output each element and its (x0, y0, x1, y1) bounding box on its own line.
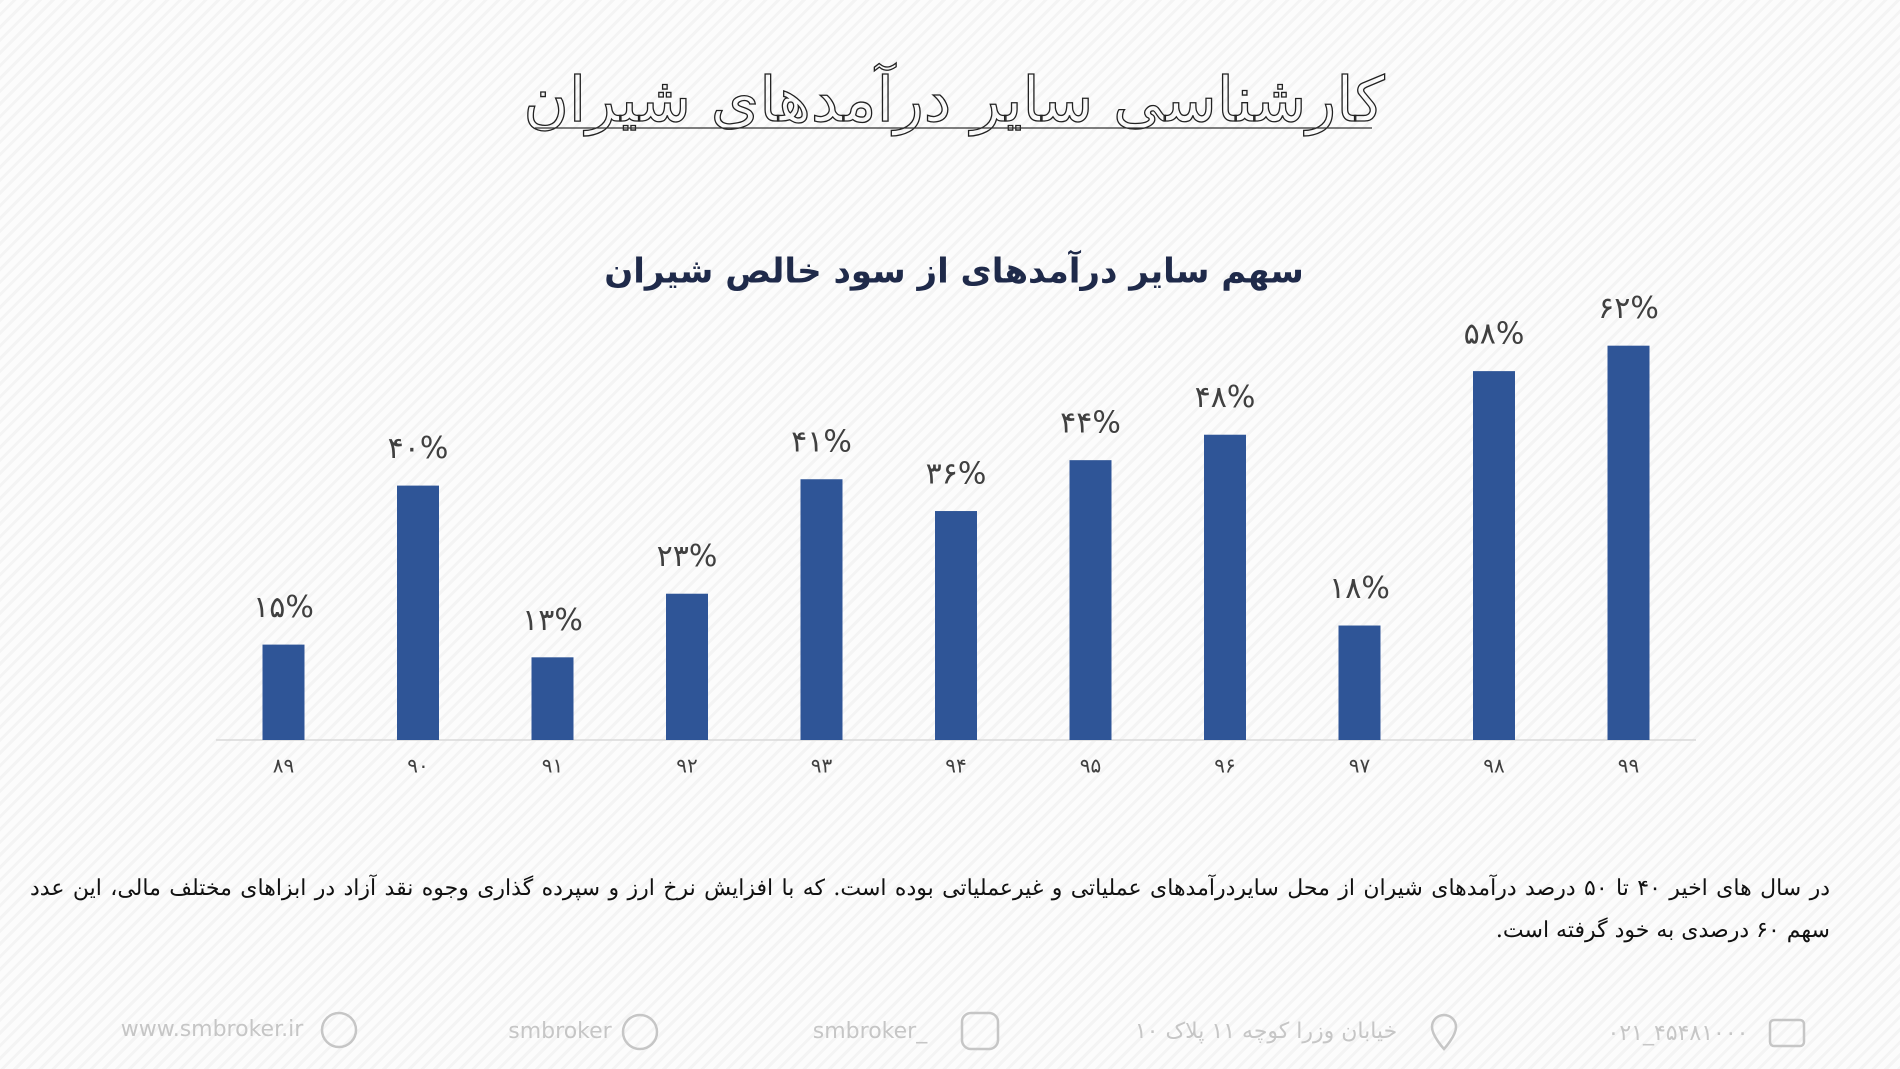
x-tick-label: ۹۰ (407, 754, 428, 778)
instagram: smbroker_ (813, 1019, 928, 1044)
bar (1473, 371, 1515, 740)
value-label: ۶۲% (1598, 291, 1659, 326)
value-label: ۱۳% (522, 603, 583, 638)
x-tick-label: ۹۳ (811, 754, 833, 778)
address: خیابان وزرا کوچه ۱۱ پلاک ۱۰ (1135, 1019, 1397, 1044)
value-label: ۴۰% (388, 431, 449, 466)
chart-title: سهم سایر درآمدهای از سود خالص شیران (604, 250, 1304, 292)
value-label: ۴۱% (791, 425, 852, 460)
website: www.smbroker.ir (121, 1017, 304, 1042)
value-label: ۴۴% (1060, 406, 1121, 441)
phone-icon (1768, 1018, 1806, 1048)
location-icon (1430, 1013, 1458, 1051)
bar (1204, 434, 1246, 740)
x-tick-label: ۹۴ (945, 754, 966, 778)
value-label: ۴۸% (1195, 380, 1256, 415)
x-tick-label: ۹۸ (1483, 754, 1505, 778)
bar (1338, 625, 1381, 740)
instagram-icon (960, 1011, 1000, 1051)
x-tick-label: ۹۲ (676, 754, 697, 778)
x-tick-label: ۹۶ (1214, 754, 1235, 778)
bar (935, 511, 977, 740)
bar (262, 644, 305, 740)
x-tick-label: ۹۱ (542, 754, 563, 778)
value-label: ۲۳% (657, 539, 718, 574)
web-icon (320, 1011, 358, 1049)
x-tick-label: ۹۵ (1080, 754, 1101, 778)
x-tick-label: ۸۹ (273, 754, 294, 778)
header-title: کارشناسی سایر درآمدهای شیران (523, 62, 1385, 136)
telegram-icon (621, 1013, 659, 1051)
value-label: ۳۶% (926, 457, 987, 492)
value-label: ۱۸% (1329, 571, 1390, 606)
description: در سال های اخیر ۴۰ تا ۵۰ درصد درآمدهای ش… (30, 876, 1831, 943)
bar (1069, 460, 1112, 740)
value-label: ۱۵% (253, 590, 314, 625)
bar (531, 657, 574, 740)
bar (397, 485, 439, 740)
value-label: ۵۸% (1464, 317, 1525, 352)
telegram: smbroker (508, 1019, 612, 1044)
bar (666, 593, 708, 740)
x-tick-label: ۹۷ (1349, 754, 1371, 778)
bar (800, 479, 843, 740)
phone: ۰۲۱_۴۵۴۸۱۰۰۰ (1608, 1021, 1749, 1046)
bar (1607, 345, 1650, 740)
x-tick-label: ۹۹ (1618, 754, 1639, 778)
